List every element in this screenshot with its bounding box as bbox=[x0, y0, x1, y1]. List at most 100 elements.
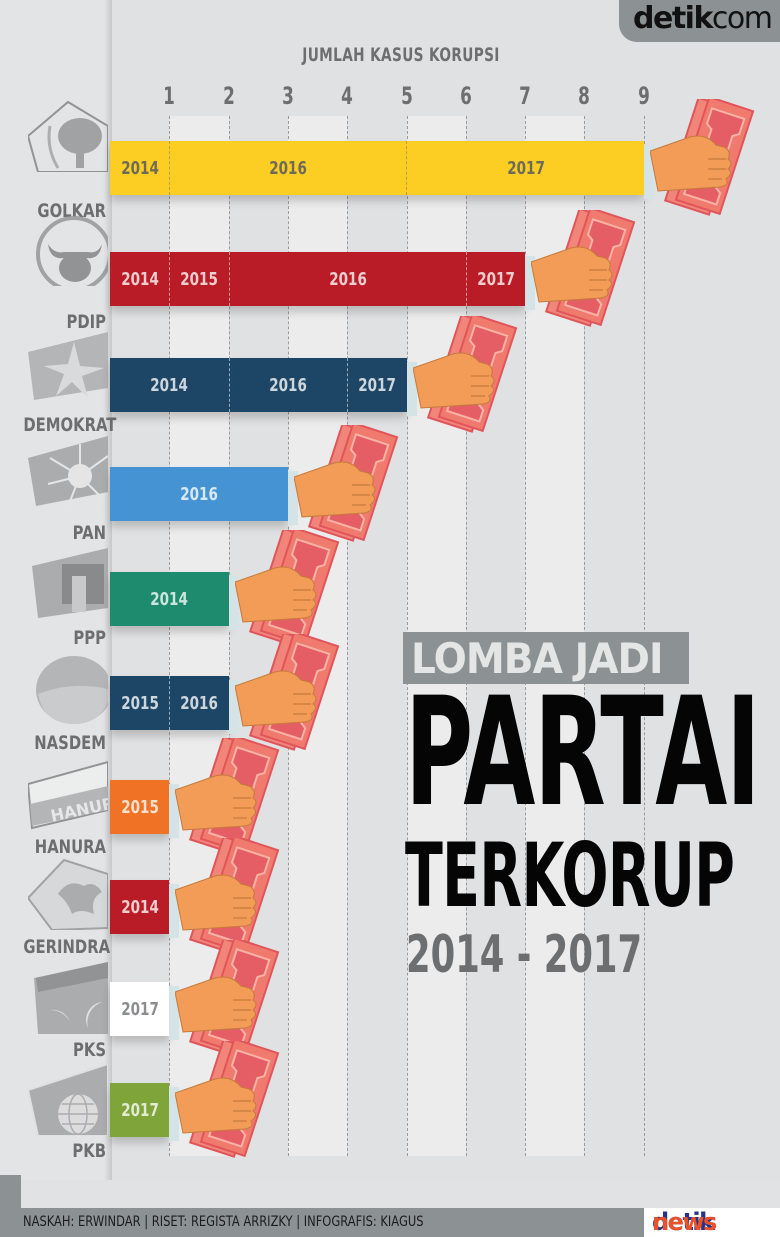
gridline bbox=[169, 116, 171, 1156]
logo-text-detik: detik bbox=[652, 1208, 715, 1236]
ppp-party-logo-icon bbox=[28, 548, 108, 620]
segment-year-label: 2017 bbox=[477, 268, 515, 290]
x-axis-tick: 2 bbox=[222, 82, 235, 110]
hand-money-icon bbox=[234, 526, 347, 648]
detikcom-logo: detikcom bbox=[619, 0, 780, 42]
bar-segment: 2017 bbox=[465, 252, 525, 306]
x-axis-tick: 9 bbox=[637, 82, 650, 110]
segment-year-label: 2017 bbox=[506, 157, 545, 179]
title-period: 2014 - 2017 bbox=[406, 925, 643, 985]
x-axis-tick: 1 bbox=[163, 82, 176, 110]
x-axis-title: JUMLAH KASUS KORUPSI bbox=[302, 44, 500, 66]
segment-year-label: 2014 bbox=[120, 896, 159, 918]
bar-end-cap bbox=[525, 256, 536, 310]
x-axis-tick: 8 bbox=[578, 82, 591, 110]
party-label: PKS bbox=[72, 1039, 106, 1061]
bar-end-cap bbox=[169, 884, 180, 938]
logo-text-com: com bbox=[711, 1, 773, 36]
segment-year-label: 2016 bbox=[269, 374, 308, 396]
hand-money-icon bbox=[293, 421, 406, 543]
party-label: PPP bbox=[73, 627, 106, 649]
nasdem-party-logo-icon bbox=[28, 654, 112, 726]
segment-year-label: 2014 bbox=[150, 374, 189, 396]
party-label: PAN bbox=[72, 522, 106, 544]
x-axis-tick: 3 bbox=[282, 82, 294, 110]
bar-segment: 2014 bbox=[110, 358, 229, 412]
bar-end-cap bbox=[287, 471, 298, 525]
bar-end-cap bbox=[643, 145, 654, 199]
segment-year-label: 2015 bbox=[120, 692, 159, 714]
pks-party-logo-icon bbox=[28, 962, 108, 1034]
bar-segment: 2017 bbox=[110, 982, 169, 1036]
bar-segment: 2017 bbox=[110, 1083, 169, 1137]
x-axis-tick: 6 bbox=[459, 82, 472, 110]
segment-year-label: 2014 bbox=[150, 588, 189, 610]
party-label: NASDEM bbox=[34, 732, 106, 754]
bar-segment: 2016 bbox=[110, 467, 288, 521]
golkar-party-logo-icon bbox=[26, 100, 109, 173]
pan-party-logo-icon bbox=[28, 436, 109, 508]
title-line-2: TERKORUP bbox=[405, 824, 735, 927]
bar-pkb: 2017 bbox=[110, 1083, 170, 1137]
bar-segment: 2017 bbox=[406, 141, 643, 195]
bar-segment: 2017 bbox=[347, 358, 406, 412]
bar-pdip: 2014 2015 2016 2017 bbox=[110, 252, 526, 306]
title-line-1: PARTAI bbox=[405, 666, 761, 840]
bar-pks: 2017 bbox=[110, 982, 170, 1036]
segment-year-label: 2016 bbox=[328, 268, 367, 290]
bar-segment: 2015 bbox=[110, 676, 169, 730]
bar-segment: 2014 bbox=[110, 141, 169, 195]
title-kicker-box: LOMBA JADI bbox=[403, 632, 689, 684]
segment-year-label: 2016 bbox=[180, 692, 219, 714]
bar-end-cap bbox=[228, 680, 239, 734]
bar-end-cap bbox=[169, 784, 180, 838]
party-label: PDIP bbox=[66, 311, 106, 333]
segment-year-label: 2014 bbox=[120, 157, 159, 179]
bar-end-cap bbox=[406, 362, 417, 416]
bar-segment: 2016 bbox=[169, 141, 406, 195]
demokrat-party-logo-icon bbox=[28, 332, 108, 404]
hand-money-icon bbox=[174, 936, 287, 1058]
segment-year-label: 2016 bbox=[269, 157, 308, 179]
segment-year-label: 2017 bbox=[358, 374, 397, 396]
gerindra-party-logo-icon bbox=[26, 858, 109, 932]
panel-shadow-edge bbox=[104, 0, 112, 1180]
bar-hanura: 2015 bbox=[110, 780, 170, 834]
bar-demokrat: 2014 2016 2017 bbox=[110, 358, 407, 412]
party-label: HANURA bbox=[34, 836, 106, 858]
segment-year-label: 2017 bbox=[120, 1099, 159, 1121]
detiknews-logo: detik news bbox=[644, 1208, 780, 1237]
bar-end-cap bbox=[228, 576, 239, 630]
segment-year-label: 2017 bbox=[120, 998, 159, 1020]
party-label: GERINDRA bbox=[23, 936, 111, 958]
title-kicker: LOMBA JADI bbox=[411, 634, 664, 683]
bar-golkar: 2014 2016 2017 bbox=[110, 141, 644, 195]
bar-segment: 2015 bbox=[169, 252, 228, 306]
pkb-party-logo-icon bbox=[26, 1062, 109, 1137]
gridline bbox=[347, 116, 349, 1156]
hanura-party-logo-icon: HANURA bbox=[26, 760, 129, 832]
bar-segment: 2015 bbox=[110, 780, 169, 834]
bar-end-cap bbox=[169, 1087, 180, 1141]
credits-bar: NASKAH: ERWINDAR | RISET: REGISTA ARRIZK… bbox=[0, 1208, 644, 1237]
bar-ppp: 2014 bbox=[110, 572, 229, 626]
hand-money-icon bbox=[174, 734, 287, 856]
bar-gerindra: 2014 bbox=[110, 880, 170, 934]
hand-money-icon bbox=[234, 630, 347, 752]
logo-text-detik: detik bbox=[633, 1, 713, 36]
segment-year-label: 2014 bbox=[120, 268, 159, 290]
pdip-party-logo-icon bbox=[28, 214, 112, 292]
hand-money-icon bbox=[411, 312, 525, 434]
hand-money-icon bbox=[174, 834, 287, 956]
bar-end-cap bbox=[169, 986, 180, 1040]
bar-segment: 2014 bbox=[110, 572, 229, 626]
segment-year-label: 2015 bbox=[180, 268, 219, 290]
party-label: PKB bbox=[72, 1140, 106, 1162]
bar-segment: 2014 bbox=[110, 880, 169, 934]
bar-segment: 2016 bbox=[228, 252, 466, 306]
bar-segment: 2014 bbox=[110, 252, 169, 306]
bar-segment: 2016 bbox=[169, 676, 228, 730]
segment-year-label: 2016 bbox=[180, 483, 218, 505]
x-axis-tick: 5 bbox=[400, 82, 413, 110]
